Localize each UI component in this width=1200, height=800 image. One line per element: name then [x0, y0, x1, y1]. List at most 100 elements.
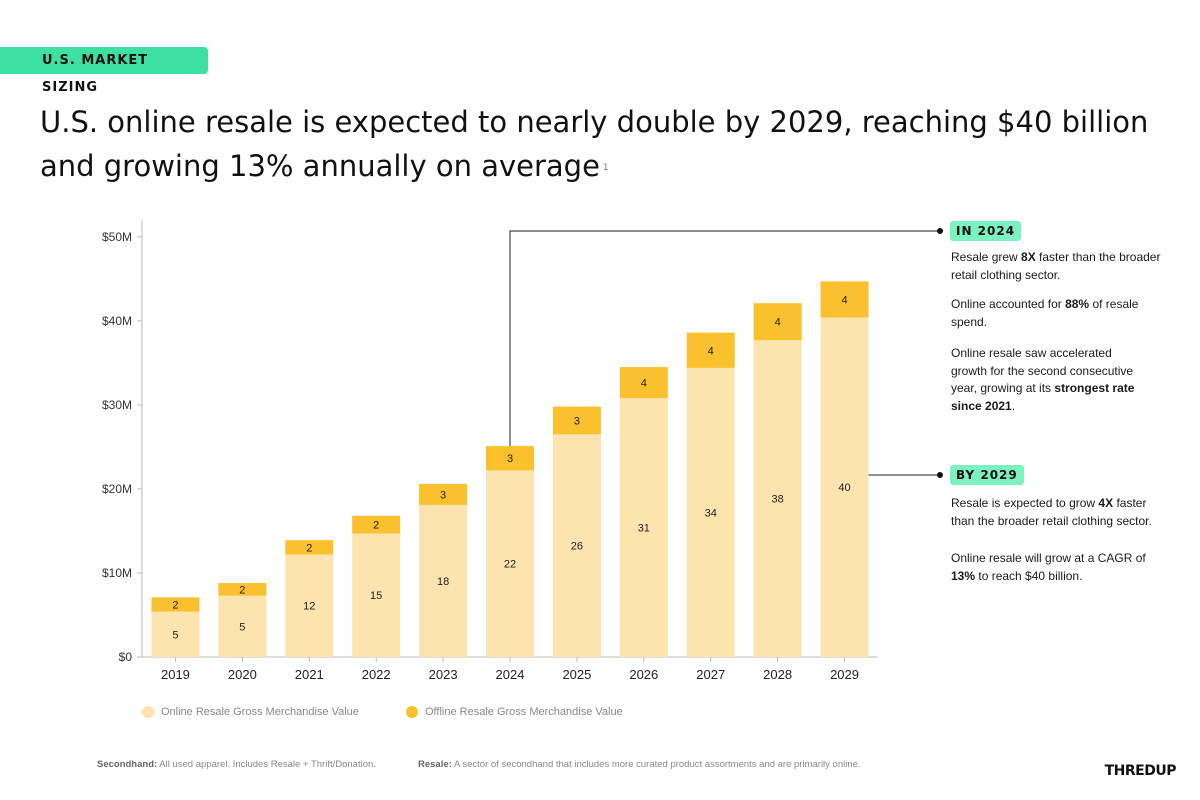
callout-note-2029-1: Resale is expected to grow 4X faster tha… [951, 495, 1171, 530]
bar-offline-label: 2 [239, 584, 245, 596]
note-text: Online resale saw accelerated growth for… [951, 346, 1134, 395]
callout-note-2024-3: Online resale saw accelerated growth for… [951, 345, 1151, 415]
bar-offline-label: 3 [507, 453, 513, 465]
note-text: Resale grew [951, 250, 1022, 264]
note-text: of resale spend. [951, 297, 1139, 329]
y-tick-label: $10M [102, 566, 132, 580]
note-text: Online resale will grow at a CAGR of [951, 551, 1146, 565]
bar-offline-label: 3 [574, 415, 580, 427]
bar-offline-label: 4 [708, 345, 714, 357]
bar-offline [552, 406, 601, 435]
bar-online-label: 31 [638, 523, 650, 535]
callout-pill-2029: BY 2029 [950, 465, 1024, 485]
bar-offline [753, 303, 802, 341]
headline-text: U.S. online resale is expected to nearly… [40, 105, 1149, 183]
bar-offline [686, 332, 735, 368]
bar-online [820, 317, 869, 657]
bar-online [486, 470, 534, 657]
bar-online-label: 22 [504, 559, 516, 571]
bar-offline-label: 4 [841, 294, 847, 306]
bar-online-label: 5 [172, 629, 178, 641]
bar-online [218, 595, 267, 657]
note-emphasis: 88% [1065, 297, 1090, 311]
bar-offline [486, 446, 534, 471]
note-text: Online accounted for [951, 297, 1066, 311]
x-tick-label: 2025 [562, 667, 591, 682]
bar-online [686, 367, 735, 657]
section-tag: U.S. MARKET SIZING [0, 47, 208, 95]
bar-offline [419, 483, 468, 505]
bar-online-label: 12 [303, 601, 315, 613]
x-tick-label: 2024 [496, 667, 525, 682]
note-emphasis: 4X [1098, 496, 1114, 510]
legend-online: Online Resale Gross Merchandise Value [142, 706, 359, 718]
footer-resale-def: A sector of secondhand that includes mor… [453, 759, 861, 770]
bar-online [419, 504, 468, 657]
bar-offline-label: 2 [306, 542, 312, 554]
note-text: to reach $40 billion. [975, 568, 1083, 583]
bar-offline-label: 2 [373, 520, 379, 532]
footer-resale: Resale: A sector of secondhand that incl… [418, 759, 861, 770]
x-tick-label: 2022 [362, 667, 391, 682]
connector-2024-dot [937, 228, 943, 234]
bar-online [352, 533, 401, 657]
y-tick-label: $50M [102, 230, 132, 244]
y-tick-label: $40M [102, 314, 132, 328]
legend-offline-label: Offline Resale Gross Merchandise Value [425, 706, 623, 718]
bar-online-label: 34 [705, 507, 717, 519]
callout-pill-2024: IN 2024 [950, 221, 1022, 241]
footer-secondhand-def: All used apparel. Includes Resale + Thri… [159, 759, 376, 770]
callout-note-2029-2: Online resale will grow at a CAGR of 13%… [951, 550, 1151, 585]
bar-offline-label: 4 [641, 378, 647, 390]
footer-resale-term: Resale: [418, 759, 452, 770]
thredup-logo: THREDUP [1104, 763, 1177, 779]
bar-offline [619, 367, 668, 399]
bar-online-label: 40 [838, 482, 850, 494]
bar-online-label: 18 [437, 576, 449, 588]
bar-online-label: 26 [571, 541, 583, 553]
y-tick-label: $20M [102, 482, 132, 496]
bar-online [619, 398, 668, 657]
connector-2024 [509, 230, 940, 447]
bar-online [151, 611, 200, 657]
x-tick-label: 2028 [763, 667, 792, 682]
bar-online-label: 15 [370, 590, 382, 602]
note-text: . [1011, 398, 1016, 413]
bar-offline-label: 4 [775, 317, 781, 329]
headline-footnote: 1 [602, 163, 609, 173]
note-emphasis: strongest rate since 2021 [951, 381, 1135, 413]
bar-online [552, 434, 601, 657]
bar-offline-label: 3 [440, 489, 446, 501]
x-tick-label: 2026 [629, 667, 658, 682]
bar-offline [218, 583, 267, 596]
note-text: faster than the broader retail clothing … [951, 496, 1152, 528]
page-headline: U.S. online resale is expected to nearly… [40, 100, 1150, 188]
legend-online-swatch [142, 706, 154, 718]
legend-offline: Offline Resale Gross Merchandise Value [406, 706, 623, 718]
note-text: faster than the broader retail clothing … [951, 250, 1161, 282]
x-tick-label: 2029 [830, 667, 859, 682]
bar-online [753, 340, 802, 657]
x-tick-label: 2027 [696, 667, 725, 682]
footer-secondhand: Secondhand: All used apparel. Includes R… [97, 759, 376, 770]
bar-offline [151, 597, 200, 612]
note-emphasis: 8X [1021, 250, 1036, 264]
x-tick-label: 2021 [295, 667, 324, 682]
footer-secondhand-term: Secondhand: [97, 759, 158, 770]
x-tick-label: 2019 [161, 667, 190, 682]
callout-note-2024-2: Online accounted for 88% of resale spend… [951, 296, 1171, 331]
y-tick-label: $0 [119, 650, 133, 664]
bar-offline [820, 281, 869, 318]
legend-offline-swatch [406, 706, 418, 718]
note-text: Resale is expected to grow [951, 496, 1099, 510]
bar-offline-label: 2 [172, 599, 178, 611]
bar-online [285, 554, 334, 657]
bar-online-label: 38 [772, 494, 784, 506]
bar-online-label: 5 [239, 621, 245, 633]
connector-2029-dot [937, 472, 943, 478]
y-tick-label: $30M [102, 398, 132, 412]
legend-online-label: Online Resale Gross Merchandise Value [161, 706, 359, 718]
bar-offline [285, 540, 334, 555]
x-tick-label: 2020 [228, 667, 257, 682]
